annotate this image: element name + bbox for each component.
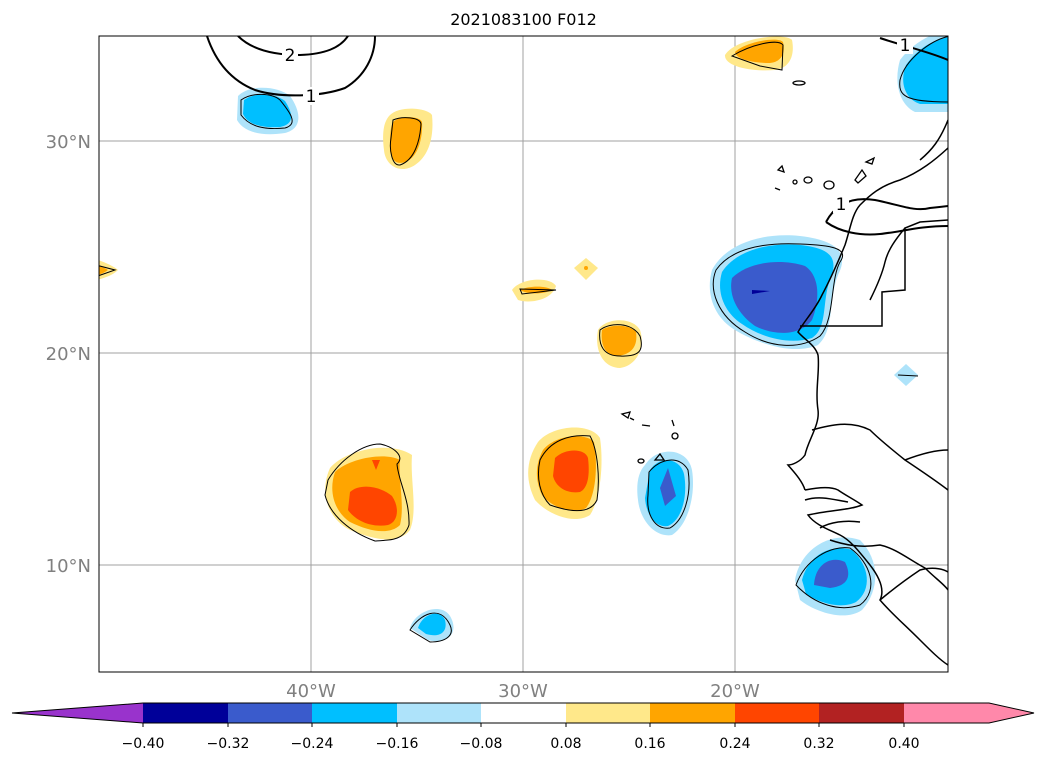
colorbar-tick-label: 0.24	[719, 736, 750, 752]
colorbar-bin	[481, 703, 566, 723]
island-capeverde-6	[653, 452, 666, 461]
colorbar-ticks	[142, 723, 905, 727]
colorbar-extend-high	[904, 703, 1034, 723]
colorbar: −0.40 −0.32 −0.24 −0.16 −0.08 0.08 0.16 …	[11, 702, 1035, 752]
lon-label-30w: 30°W	[498, 681, 548, 702]
island-capeverde-7	[629, 417, 635, 421]
anomaly-blob-31n-39w	[383, 108, 433, 170]
west-africa-coast-south	[804, 486, 948, 666]
island-capeverde-1	[620, 411, 631, 420]
island-capeverde-4	[671, 432, 679, 440]
border-guinea-sierraleone	[829, 539, 948, 591]
gridlines	[99, 36, 948, 672]
island-canary-7	[774, 187, 781, 191]
island-canary-2	[792, 179, 798, 185]
west-africa-coast	[786, 147, 948, 491]
lon-label-40w: 40°W	[286, 681, 336, 702]
anomaly-blob-14n-28w	[528, 427, 602, 520]
contour-label-2: 2	[285, 46, 296, 66]
anomaly-blob-top-center	[724, 36, 793, 71]
contour-line-1-north	[206, 36, 376, 97]
colorbar-tick-label: −0.16	[376, 736, 419, 752]
border-mauritania-mali	[869, 227, 906, 301]
anomaly-blob-13n-23w	[637, 451, 694, 536]
anomaly-blob-7n-34w	[409, 608, 454, 643]
island-canary-4	[823, 180, 835, 190]
contour-label-bg	[303, 87, 319, 105]
island-canary-1	[776, 164, 786, 174]
island-madeira	[792, 80, 806, 86]
colorbar-bin	[650, 703, 735, 723]
lat-label-20n: 20°N	[46, 344, 91, 365]
colorbar-bin	[819, 703, 904, 723]
anomaly-blob-23n-30w	[512, 279, 557, 302]
border-gambia-guinea-bissau	[804, 497, 849, 503]
colorbar-bin	[312, 703, 397, 723]
morocco-coast	[919, 119, 948, 161]
contour-label-bg	[833, 195, 849, 213]
contour-line-2	[237, 36, 349, 57]
contour-label-bg	[282, 45, 298, 63]
colorbar-tick-label: 0.32	[803, 736, 834, 752]
border-senegal-mali	[811, 423, 948, 491]
colorbar-tick-label: −0.40	[122, 736, 165, 752]
contour-label-1-topright: 1	[900, 36, 911, 56]
island-canary-3	[803, 176, 813, 184]
contour-label-1-coast: 1	[836, 195, 847, 215]
map-frame	[98, 35, 949, 673]
anomaly-blob-9n-16w	[795, 537, 876, 616]
anomaly-blob-19n-15w	[894, 364, 919, 386]
colorbar-bin	[143, 703, 228, 723]
colorbar-bin	[735, 703, 819, 723]
anomaly-blob-20n-25w	[597, 320, 642, 368]
anomaly-blob-23n-19w	[709, 235, 843, 350]
island-capeverde-3	[671, 419, 675, 427]
island-canary-6	[864, 156, 876, 165]
colorbar-bin	[228, 703, 312, 723]
map-panel: 2 1 1 1	[99, 36, 948, 672]
island-capeverde-2	[641, 424, 651, 427]
contour-label-1: 1	[306, 87, 317, 107]
colorbar-tick-label: 0.16	[634, 736, 665, 752]
anomaly-blob-24n-27w	[574, 258, 598, 280]
coastlines	[786, 119, 948, 666]
map-title: 2021083100 F012	[450, 10, 597, 29]
lat-label-10n: 10°N	[46, 556, 91, 577]
colorbar-tick-label: −0.08	[460, 736, 503, 752]
colorbar-tick-label: −0.24	[291, 736, 334, 752]
colorbar-tick-label: 0.40	[888, 736, 919, 752]
contour-label-bg	[897, 36, 913, 54]
contour-line-1-topright	[879, 37, 948, 61]
border-liberia	[879, 567, 948, 601]
lat-label-30n: 30°N	[46, 132, 91, 153]
lon-label-20w: 20°W	[710, 681, 760, 702]
anomaly-blob-31n-43w	[237, 87, 299, 135]
colorbar-bin	[566, 703, 650, 723]
anomaly-blob-13n-37w	[324, 443, 414, 542]
island-capeverde-5	[637, 458, 645, 464]
colorbar-tick-label: 0.08	[550, 736, 581, 752]
border-guinea-north	[819, 520, 861, 529]
colorbar-tick-label: −0.32	[207, 736, 250, 752]
border-mali-north	[904, 449, 948, 461]
contour-line-1-coast-south	[825, 221, 948, 236]
island-canary-5	[854, 168, 867, 184]
islands	[620, 80, 876, 464]
colorbar-bin	[397, 703, 481, 723]
colorbar-extend-low	[12, 703, 143, 723]
border-mauritania-west-sahara	[800, 219, 948, 327]
anomaly-blob-left-edge	[99, 260, 118, 280]
